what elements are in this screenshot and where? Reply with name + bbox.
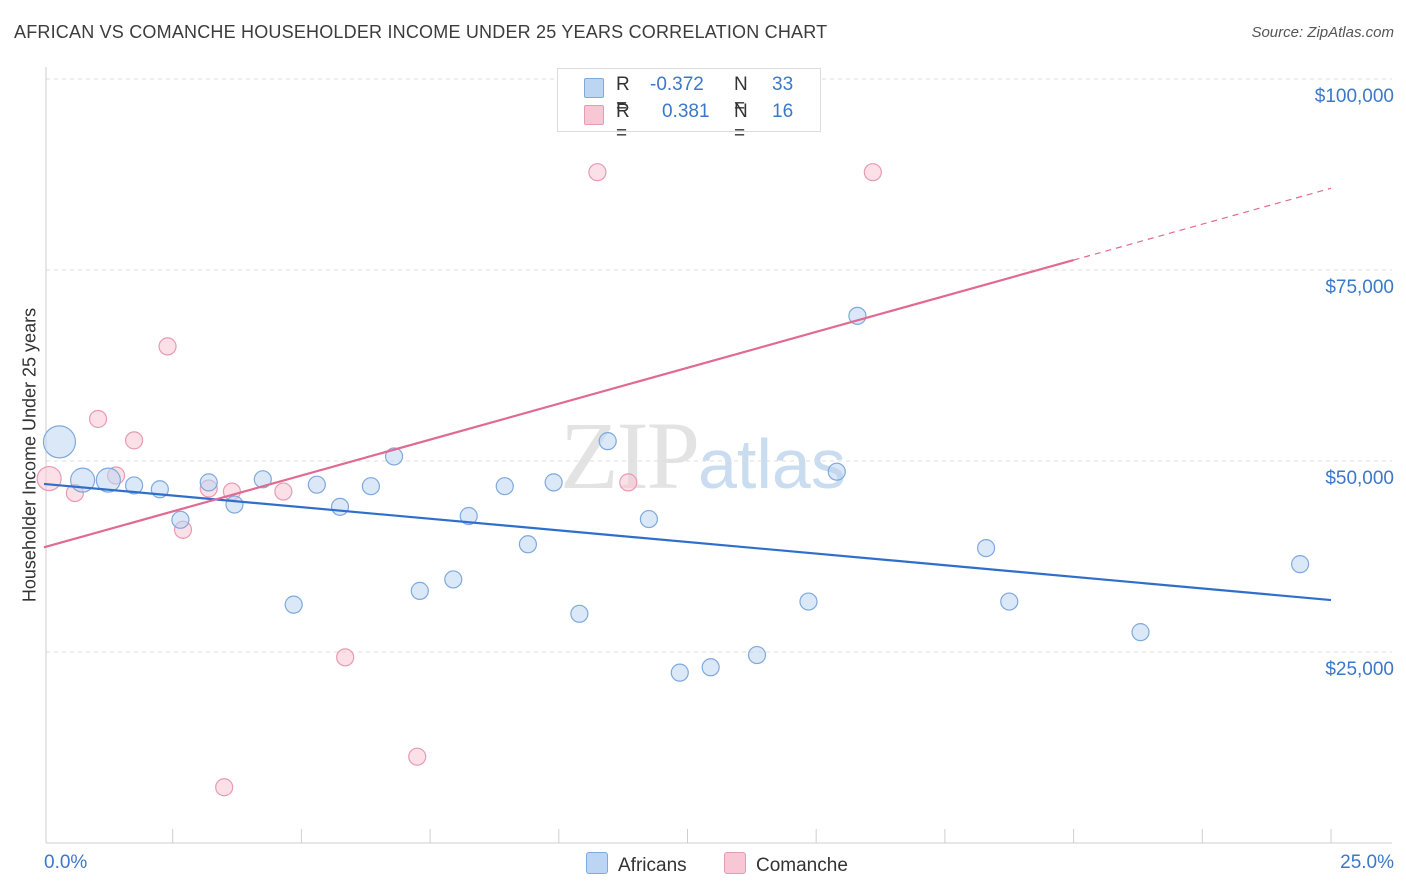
africans-point-3 [124,476,144,495]
comanche-point-2 [88,409,108,429]
africans-point-27 [827,462,846,481]
comanche-point-10 [274,482,293,501]
africans-point-19 [544,473,563,492]
legend-item-africans: Africans [586,852,687,877]
x-tick-label-max: 25.0% [1340,852,1394,873]
comanche-trend-extension [1073,187,1332,261]
comanche-point-13 [588,163,607,182]
africans-point-25 [747,645,767,665]
africans-point-30 [1000,592,1019,611]
africans-n-value: 33 [772,74,794,95]
africans-point-5 [171,510,190,529]
y-axis-label: Householder Income Under 25 years [19,307,40,603]
africans-point-13 [384,447,404,466]
africans-r-value: -0.372 [650,74,704,95]
africans-point-24 [701,658,720,677]
africans-point-18 [518,535,538,554]
comanche-swatch [584,105,604,125]
comanche-point-12 [408,747,427,766]
legend-africans-label: Africans [618,855,687,876]
comanche-point-4 [124,431,144,450]
legend-comanche-swatch [724,852,746,874]
africans-point-11 [330,497,350,516]
comanche-point-11 [336,648,355,667]
africans-point-16 [459,506,478,526]
africans-point-23 [670,663,689,682]
africans-point-26 [799,592,818,611]
africans-point-2 [95,467,121,493]
africans-point-17 [495,477,514,496]
africans-point-10 [307,475,326,494]
africans-point-0 [42,425,77,459]
africans-point-20 [570,604,589,623]
comanche-n-value: 16 [772,101,794,122]
legend-comanche-label: Comanche [756,855,848,876]
comanche-trend-line [43,259,1074,549]
africans-r-label: R = [616,74,630,117]
watermark-atlas: atlas [698,425,846,503]
comanche-point-0 [36,465,62,492]
comanche-point-15 [863,163,882,182]
africans-point-21 [598,432,617,451]
source-label: Source: ZipAtlas.com [1251,24,1394,41]
comanche-r-value: 0.381 [662,101,710,122]
comanche-point-5 [158,337,177,356]
comanche-point-14 [619,473,638,492]
africans-point-32 [1291,555,1310,574]
stats-box: R = -0.372 N = 33 R = 0.381 N = 16 [557,68,821,144]
y-tick-label-50000: $50,000 [1325,468,1394,489]
legend-item-comanche: Comanche [724,852,848,877]
x-tick-label-min: 0.0% [44,852,88,873]
africans-point-6 [199,473,218,492]
africans-point-31 [1131,623,1150,642]
africans-n-label: N = [734,74,748,117]
comanche-n-label: N = [734,101,748,144]
africans-swatch [584,78,604,98]
africans-point-15 [444,570,463,589]
africans-point-9 [284,595,303,614]
africans-point-29 [976,538,996,558]
y-tick-label-25000: $25,000 [1325,659,1394,680]
africans-point-14 [410,581,429,600]
comanche-point-8 [215,778,234,797]
africans-trend-line [43,482,1332,602]
legend-africans-swatch [586,852,608,874]
africans-point-12 [361,477,380,496]
chart-title: AFRICAN VS COMANCHE HOUSEHOLDER INCOME U… [14,22,828,42]
africans-point-22 [639,509,658,529]
y-tick-label-75000: $75,000 [1325,277,1394,298]
africans-point-7 [225,495,244,514]
comanche-r-label: R = [616,101,630,144]
y-tick-label-100000: $100,000 [1314,86,1394,107]
africans-point-8 [253,470,272,489]
